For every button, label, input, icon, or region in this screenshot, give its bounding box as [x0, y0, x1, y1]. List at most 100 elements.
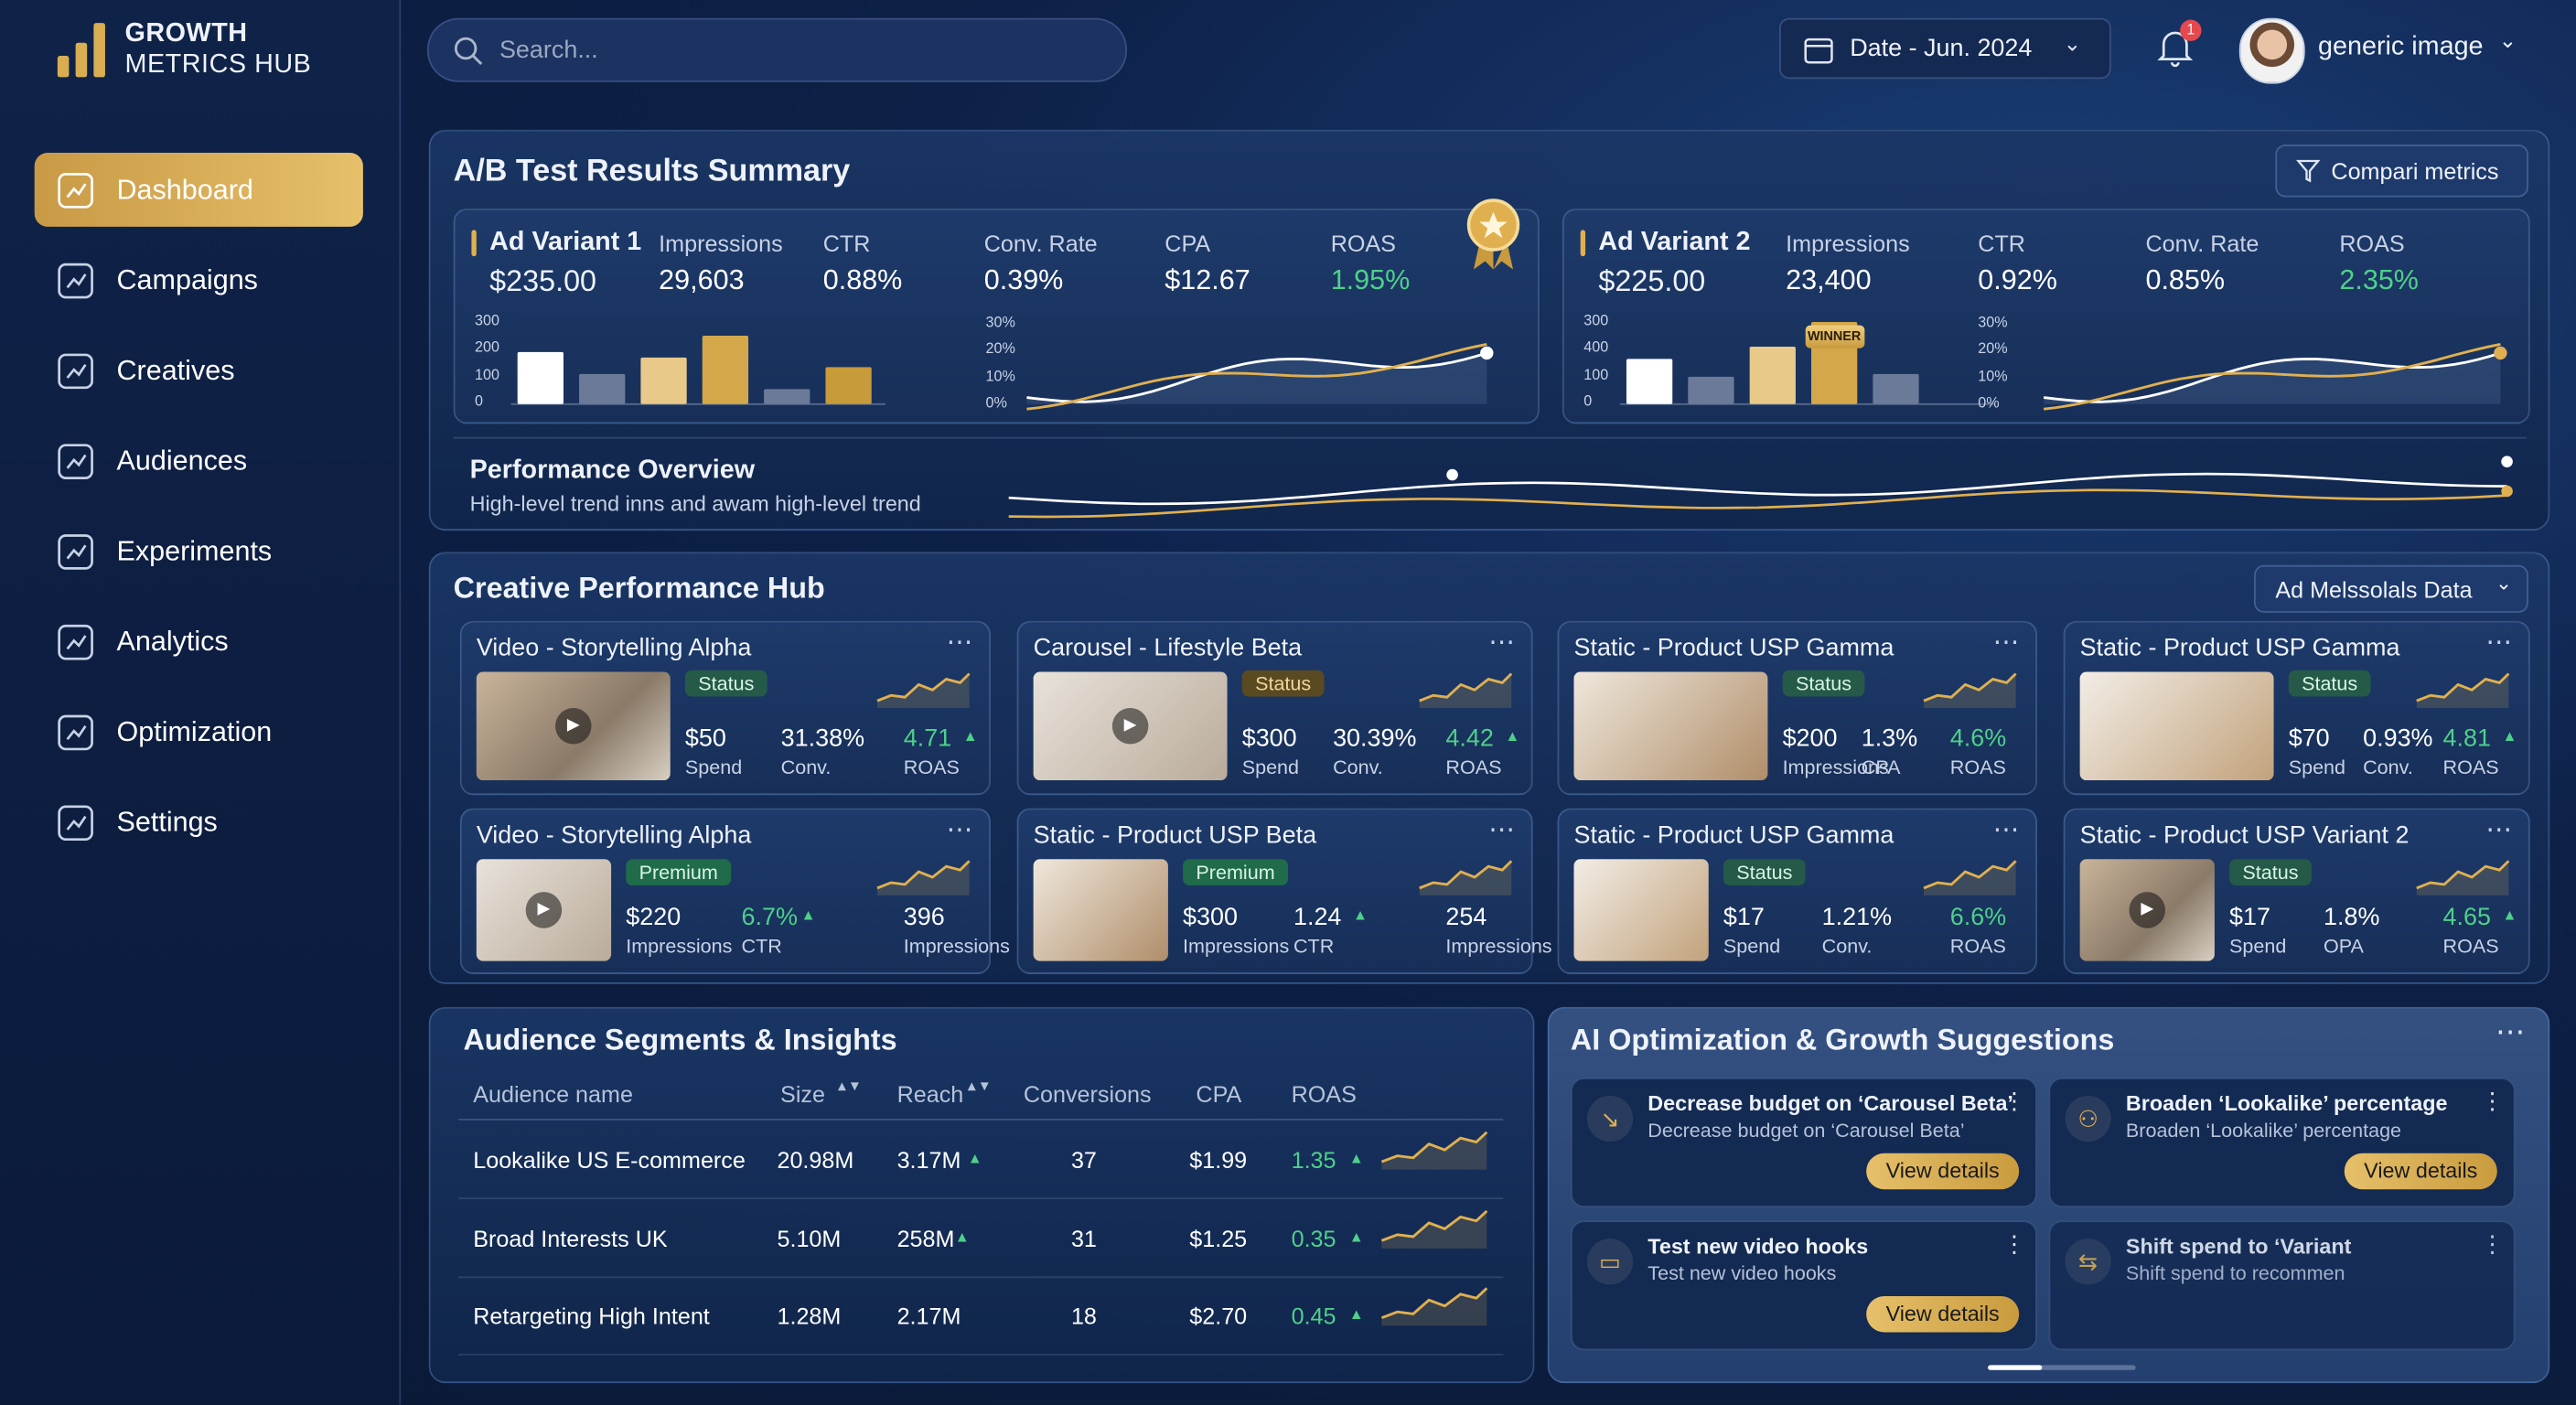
- button-label: Compari metrics: [2331, 157, 2499, 185]
- stat-label: Spend: [1723, 934, 1781, 959]
- creative-card[interactable]: Static - Product USP Gamma ⋯ Status $70 Spen…: [2063, 620, 2530, 796]
- stat-value: $200: [1782, 724, 1838, 753]
- line-axis-label: 0%: [1978, 393, 2000, 411]
- creative-card[interactable]: Video - Storytelling Alpha ⋯ ▶ Status $50 Spe…: [459, 620, 991, 796]
- table-row[interactable]: [458, 1121, 1504, 1200]
- user-name[interactable]: generic image: [2318, 32, 2484, 61]
- column-header[interactable]: Reach: [896, 1080, 964, 1108]
- trend-line: [1026, 351, 1487, 403]
- nav-item[interactable]: Audiences: [35, 424, 363, 498]
- table-cell: Retargeting High Intent: [473, 1303, 710, 1329]
- overview-line: [1008, 472, 2507, 506]
- stat-label: Impressions: [903, 934, 1010, 959]
- suggestion-icon: ⚇: [2065, 1095, 2111, 1142]
- trend-chart: [2043, 343, 2507, 411]
- award-medal: [1466, 198, 1520, 270]
- creative-card[interactable]: Static - Product USP Variant 2 ⋯ ▶ Status $1…: [2063, 808, 2530, 974]
- suggestion-title: Test new video hooks: [1648, 1233, 1869, 1259]
- card-menu: ⋯: [2485, 628, 2512, 658]
- creative-card[interactable]: Static - Product USP Gamma ⋯ Status $17 Spen…: [1557, 808, 2037, 974]
- creative-card[interactable]: Static - Product USP Beta ⋯ Premium $300 Imp…: [1016, 808, 1552, 974]
- metric-value: 0.39%: [983, 264, 1064, 296]
- nav-item[interactable]: Creatives: [35, 334, 363, 408]
- sparkline-area: [1419, 861, 1512, 896]
- stat-label: Spend: [2288, 756, 2346, 779]
- creative-card[interactable]: Carousel - Lifestyle Beta ⋯ ▶ Status $300 Spe…: [1016, 620, 1533, 796]
- medal-star: [1479, 211, 1508, 239]
- stat-value: 1.24: [1293, 903, 1342, 932]
- suggestion-card[interactable]: ⚇ Broaden ‘Lookalike’ percentage Broaden ‘…: [2048, 1078, 2516, 1207]
- suggestion-subtitle: Decrease budget on ‘Carousel Beta’: [1648, 1119, 1965, 1142]
- table-row[interactable]: [458, 1198, 1504, 1278]
- nav-icon-shape: [58, 263, 93, 299]
- stat-label: ROAS: [1949, 756, 2006, 779]
- sparkline-line: [2416, 672, 2510, 702]
- table-cell: $1.25: [1189, 1224, 1248, 1251]
- stat-value: 254: [1445, 903, 1487, 932]
- creative-card[interactable]: Static - Product USP Gamma ⋯ Status $200 Imp…: [1557, 620, 2037, 796]
- view-details-button[interactable]: View details: [2344, 1153, 2497, 1190]
- status-tag: Premium: [626, 859, 732, 885]
- stat-label: Conv.: [780, 756, 832, 779]
- table-cell: 1.28M: [777, 1303, 842, 1329]
- nav-item[interactable]: Settings: [35, 785, 363, 859]
- play-button: ▶: [525, 892, 563, 928]
- nav-item[interactable]: Experiments: [35, 514, 363, 588]
- compare-button[interactable]: Compari metrics: [2275, 145, 2528, 198]
- metric-label: ROAS: [1330, 230, 1396, 257]
- calendar-shape: [1804, 38, 1833, 64]
- nav-icon: [58, 805, 93, 842]
- stat-value: 1.8%: [2324, 903, 2380, 932]
- nav-item[interactable]: Dashboard: [34, 153, 363, 227]
- stat-label: ROAS: [2442, 756, 2499, 779]
- nav-icon-shape: [66, 544, 87, 560]
- suggestion-title: Decrease budget on ‘Carousel Beta’: [1648, 1090, 2013, 1116]
- play-button: ▶: [2129, 892, 2166, 928]
- panel-title: Audience Segments & Insights: [463, 1023, 897, 1056]
- data-dropdown[interactable]: Ad Melssolals Data ⌄: [2253, 564, 2528, 613]
- stat-label: CTR: [741, 934, 782, 959]
- table-row[interactable]: [458, 1276, 1504, 1356]
- trend-arrow: ▲: [1352, 906, 1368, 924]
- date-picker[interactable]: Date - Jun. 2024 ⌄: [1778, 17, 2111, 80]
- suggestion-card[interactable]: ⇆ Shift spend to ‘Variant Shift spend to r…: [2048, 1220, 2516, 1351]
- sparkline-area: [877, 673, 970, 709]
- column-header[interactable]: Size: [780, 1080, 825, 1108]
- trend-arrow: ▲: [967, 1150, 982, 1167]
- avatar[interactable]: [2238, 17, 2305, 84]
- trend-arrow: ▲: [1348, 1150, 1364, 1167]
- bar-chart: [510, 335, 886, 405]
- table-cell: 5.10M: [777, 1224, 842, 1251]
- creative-card[interactable]: Video - Storytelling Alpha ⋯ ▶ Premium $220 I…: [459, 808, 1010, 974]
- bar: [579, 373, 626, 404]
- stat-label: ROAS: [2442, 934, 2499, 959]
- suggestion-card[interactable]: ↘ Decrease budget on ‘Carousel Beta’ Decre…: [1570, 1078, 2037, 1207]
- table-cell: Broad Interests UK: [473, 1224, 668, 1251]
- nav-item[interactable]: Optimization: [35, 695, 363, 769]
- sparkline: [1923, 860, 2017, 896]
- view-details-button[interactable]: View details: [1866, 1295, 2020, 1333]
- date-label: Date - Jun. 2024: [1850, 34, 2033, 63]
- overview-dot: [1446, 468, 1458, 481]
- view-details-button[interactable]: View details: [1866, 1153, 2020, 1190]
- variant-value: $225.00: [1598, 264, 1706, 298]
- bell-shape: [2157, 31, 2194, 68]
- stat-label: Impressions: [1183, 934, 1290, 959]
- status-tag: Status: [684, 670, 767, 697]
- metric-value: 0.85%: [2145, 264, 2226, 296]
- sparkline-area: [1924, 861, 2016, 896]
- stat-value: $50: [684, 724, 726, 753]
- nav-item[interactable]: Campaigns: [35, 243, 363, 317]
- metric-value: 1.95%: [1330, 264, 1411, 296]
- status-tag: Status: [2229, 859, 2312, 885]
- search-box[interactable]: Search...: [426, 17, 1127, 82]
- stat-label: Impressions: [1445, 934, 1552, 959]
- filter-shape: [2295, 159, 2321, 183]
- column-header: Audience name: [473, 1080, 633, 1108]
- nav-icon-shape: [66, 363, 87, 379]
- notification-bell[interactable]: 1: [2155, 19, 2202, 68]
- nav-item[interactable]: Analytics: [35, 605, 363, 679]
- suggestion-card[interactable]: ▭ Test new video hooks Test new video hook…: [1570, 1220, 2037, 1351]
- sparkline-line: [1923, 860, 2017, 890]
- stat-value: 0.93%: [2363, 724, 2433, 753]
